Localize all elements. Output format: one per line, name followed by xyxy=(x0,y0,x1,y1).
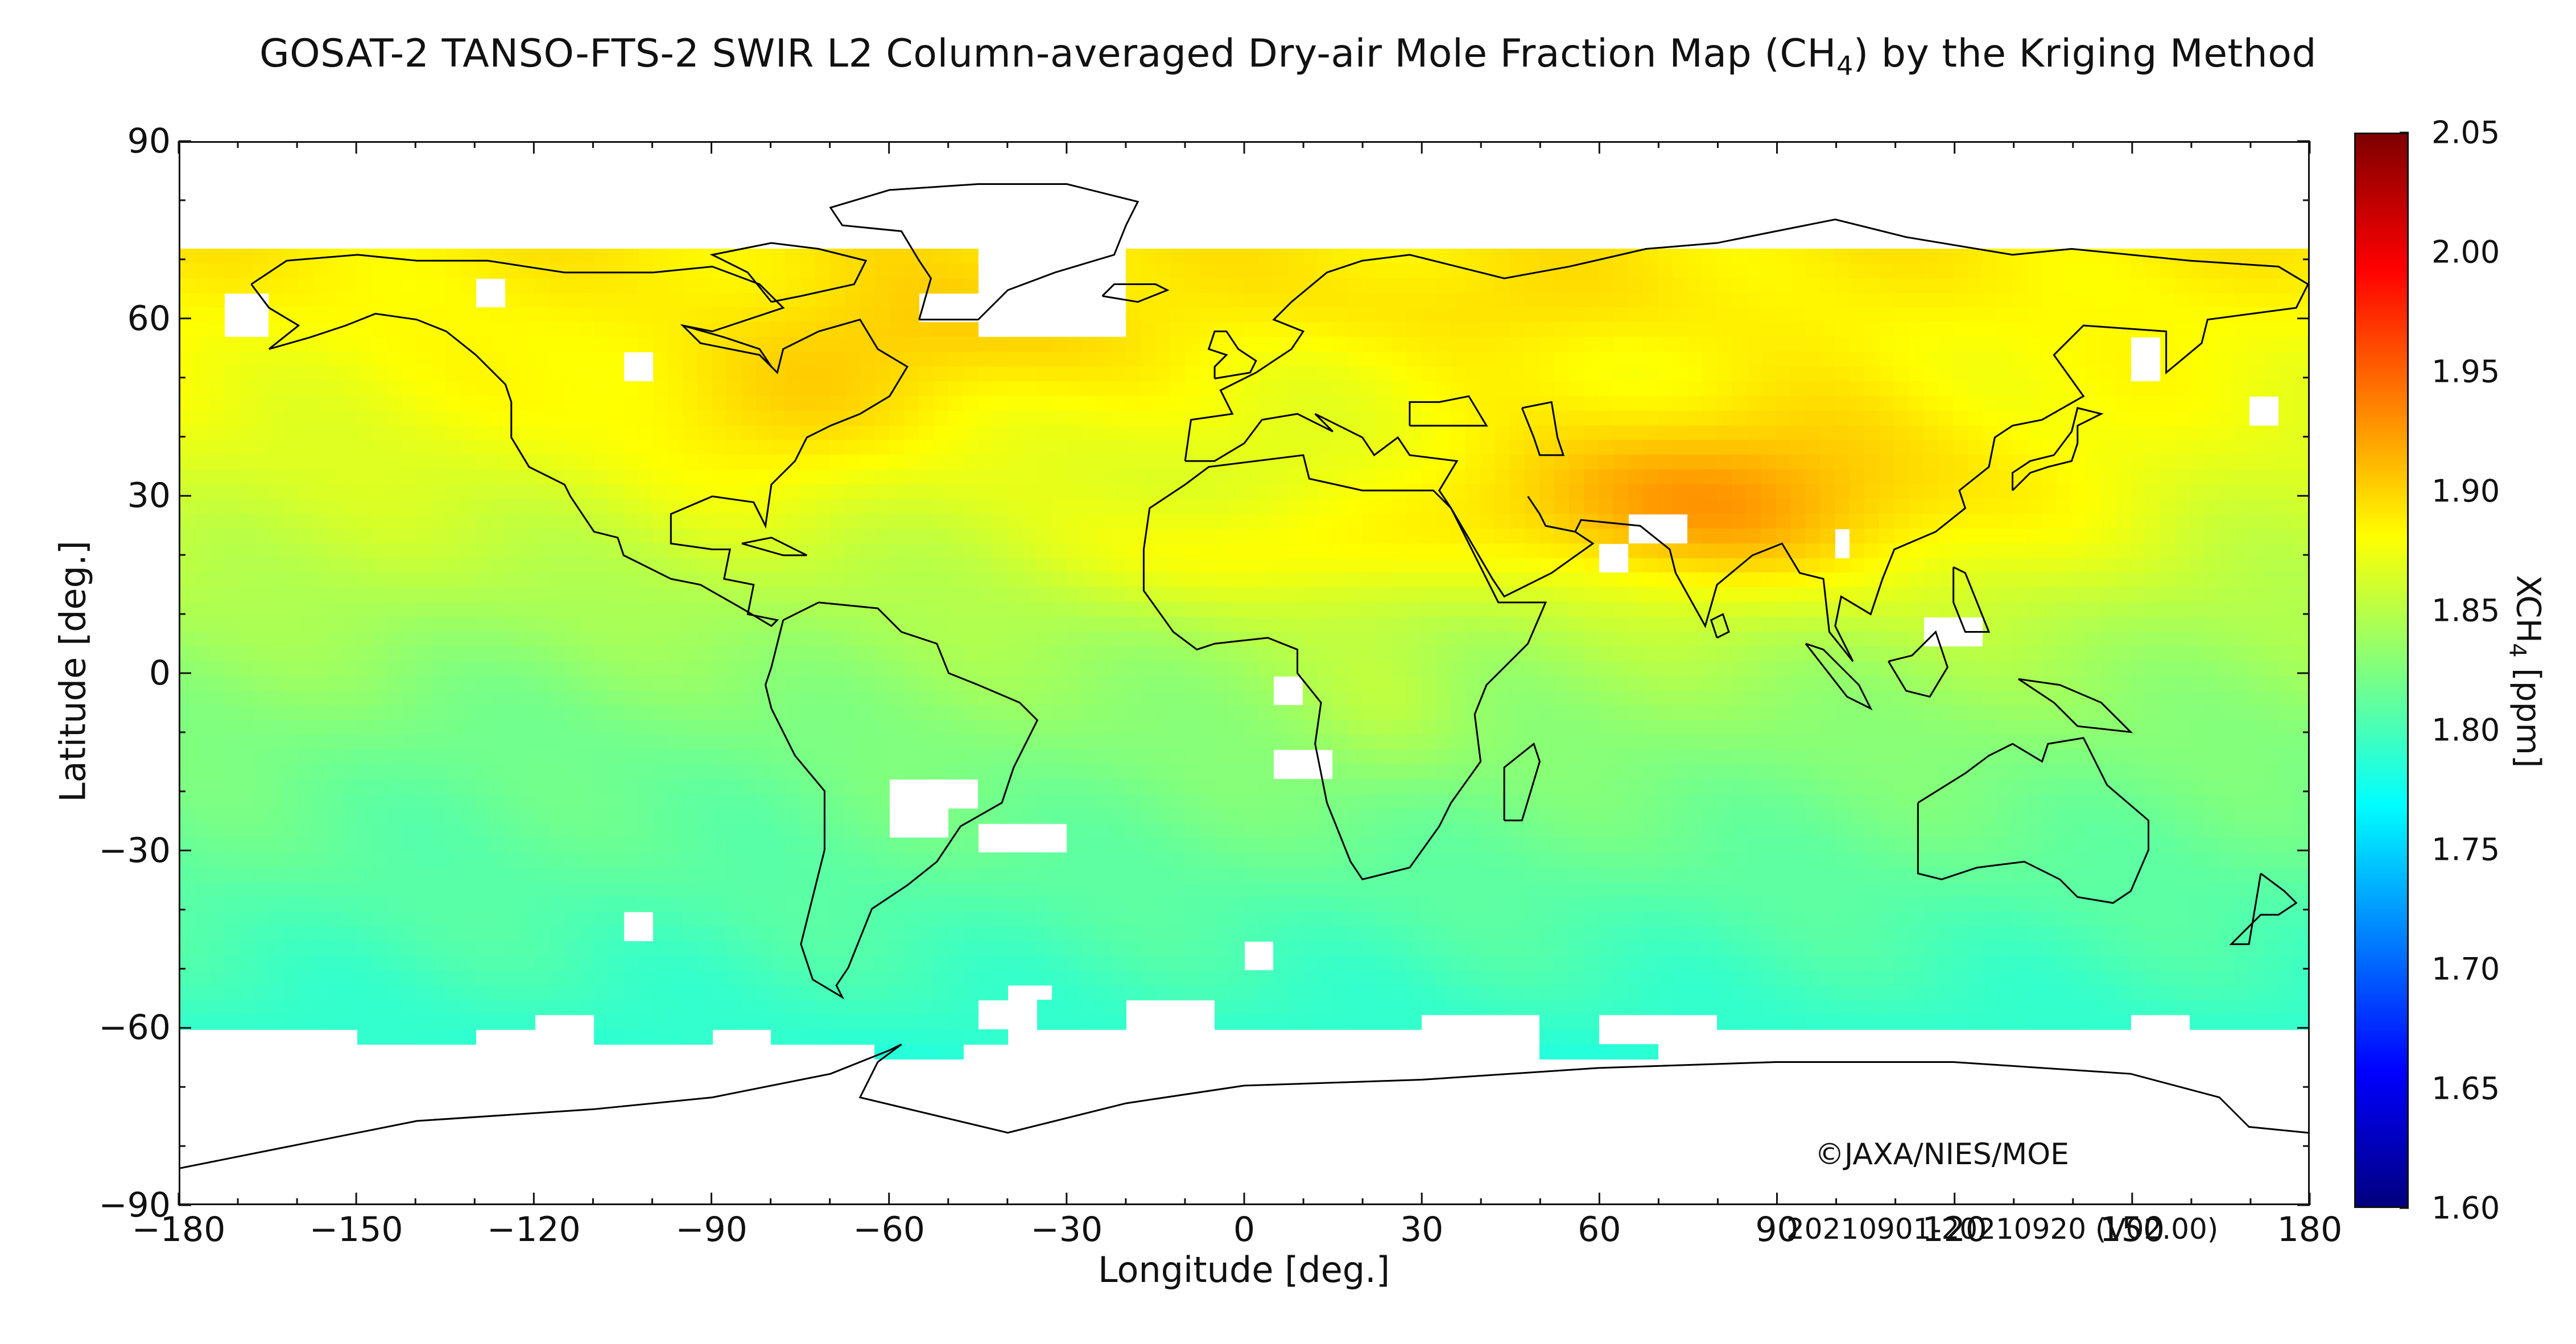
colorbar xyxy=(2354,133,2409,1208)
map-plot-area: ©JAXA/NIES/MOE xyxy=(179,141,2310,1205)
coastline-segment xyxy=(1528,496,1575,531)
lat-tick-label: −90 xyxy=(98,1185,171,1225)
coastline-segment xyxy=(2231,873,2296,944)
colorbar-tick-label: 1.65 xyxy=(2431,1070,2500,1107)
lon-tick-label: −150 xyxy=(309,1210,403,1250)
lon-tick-label: 150 xyxy=(2099,1210,2165,1250)
lon-tick-label: 180 xyxy=(2277,1210,2343,1250)
figure-title: GOSAT-2 TANSO-FTS-2 SWIR L2 Column-avera… xyxy=(259,31,2317,81)
coastline-segment xyxy=(1888,632,1947,697)
colorbar-tick-label: 1.95 xyxy=(2431,353,2500,390)
colorbar-tick-label: 1.85 xyxy=(2431,592,2500,629)
lon-tick-label: 90 xyxy=(1755,1210,1799,1250)
lon-tick-label: −30 xyxy=(1030,1210,1103,1250)
coastline-segment xyxy=(2013,408,2102,490)
coastline-segment xyxy=(742,538,807,555)
colorbar-tick-label: 1.70 xyxy=(2431,951,2500,987)
colorbar-tick-label: 1.75 xyxy=(2431,831,2500,868)
lat-tick-label: −30 xyxy=(98,830,171,871)
coastline-segment xyxy=(1185,220,2308,662)
coastline-segment xyxy=(1209,331,1256,378)
coastline-segment xyxy=(1954,567,1989,632)
coastline-segment xyxy=(712,243,866,302)
x-axis-label: Longitude [deg.] xyxy=(1098,1249,1390,1291)
lon-tick-label: 120 xyxy=(1922,1210,1987,1250)
colorbar-tick-label: 1.90 xyxy=(2431,473,2500,509)
coastline-segment xyxy=(1918,738,2148,903)
colorbar-tick-label: 1.60 xyxy=(2431,1190,2500,1226)
coastline-segment xyxy=(251,255,907,626)
lon-tick-label: −90 xyxy=(675,1210,748,1250)
lat-tick-label: 60 xyxy=(127,298,171,339)
lon-tick-label: −60 xyxy=(853,1210,925,1250)
colorbar-tick-label: 2.00 xyxy=(2431,234,2500,270)
lon-tick-label: −180 xyxy=(131,1210,226,1250)
coastline-segment xyxy=(1410,396,1487,426)
lat-tick-label: 30 xyxy=(127,476,171,516)
coastline-segment xyxy=(2018,679,2131,732)
colorbar-label: XCH4 [ppm] xyxy=(2504,575,2548,768)
coastline-segment xyxy=(1103,285,1167,302)
coastline-segment xyxy=(1504,744,1539,821)
coastline-segment xyxy=(831,184,1138,319)
colorbar-gradient xyxy=(2356,134,2407,1206)
lat-tick-label: 90 xyxy=(127,121,171,161)
period-label: 20210901-20210920 (V02.00) xyxy=(1786,1213,2219,1246)
lon-tick-label: 0 xyxy=(1233,1210,1256,1250)
coastline-segment xyxy=(1143,455,1545,880)
lon-tick-label: 60 xyxy=(1578,1210,1621,1250)
coastline-segment xyxy=(1522,402,1563,455)
coastline-segment xyxy=(1711,614,1729,637)
copyright-text: ©JAXA/NIES/MOE xyxy=(1815,1137,2069,1172)
coastline-segment xyxy=(1806,644,1871,708)
lon-tick-label: −120 xyxy=(486,1210,581,1250)
coastline-segment xyxy=(180,1044,2308,1168)
lat-tick-label: 0 xyxy=(148,653,171,693)
colorbar-tick-label: 2.05 xyxy=(2431,114,2500,151)
coastlines xyxy=(180,143,2308,1203)
coastline-segment xyxy=(766,603,1038,997)
lat-tick-label: −60 xyxy=(98,1008,171,1048)
colorbar-tick-label: 1.80 xyxy=(2431,712,2500,748)
coastline-segment xyxy=(683,325,771,366)
y-axis-label: Latitude [deg.] xyxy=(52,541,94,802)
xch4-heatmap xyxy=(180,143,2308,1203)
lon-tick-label: 30 xyxy=(1400,1210,1444,1250)
